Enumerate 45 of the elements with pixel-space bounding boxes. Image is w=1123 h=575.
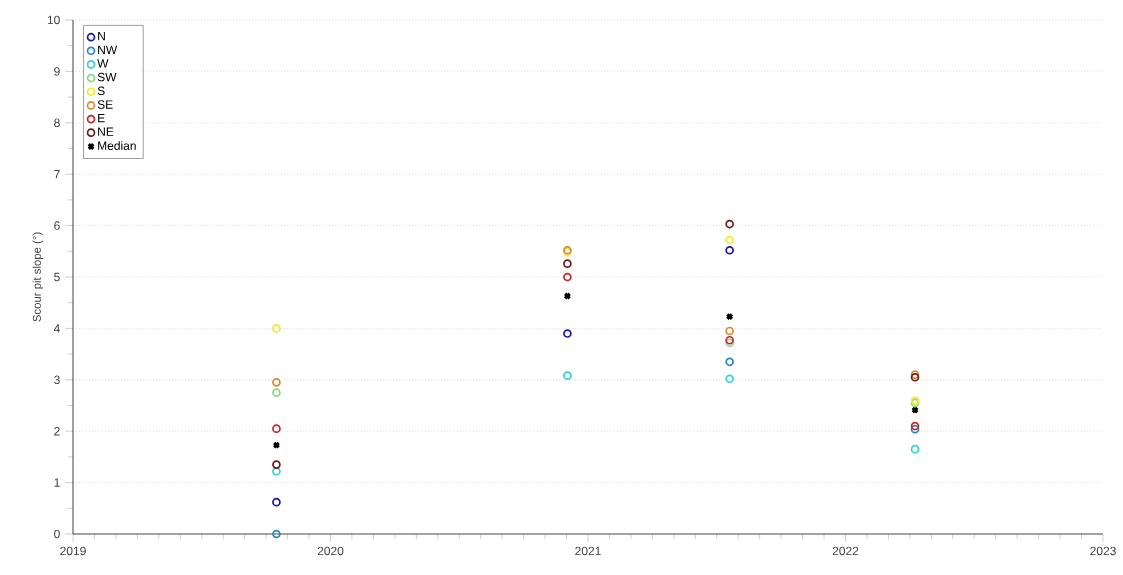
point xyxy=(272,388,281,397)
y-tick-label: 4 xyxy=(53,324,60,333)
legend-label: Median xyxy=(98,141,136,150)
y-axis-title: Scour pit slope (°) xyxy=(32,232,44,322)
y-tick-label: 9 xyxy=(54,67,60,76)
x-tick-label: 2020 xyxy=(317,546,344,556)
legend-label: NW xyxy=(98,45,118,54)
point xyxy=(272,378,281,387)
point xyxy=(725,245,734,255)
legend-label: NE xyxy=(98,127,114,136)
point xyxy=(272,466,281,476)
y-tick-label: 6 xyxy=(54,221,60,230)
point xyxy=(725,357,734,367)
point xyxy=(272,529,281,539)
y-tick-label: 2 xyxy=(54,427,60,436)
y-tick-label: 8 xyxy=(54,118,60,128)
y-tick-label: 3 xyxy=(54,375,60,385)
x-tick-label: 2019 xyxy=(60,546,86,556)
y-tick-label: 0 xyxy=(54,529,60,539)
y-tick-label: 10 xyxy=(47,15,60,25)
point xyxy=(272,497,281,507)
legend-label: W xyxy=(97,59,109,68)
point xyxy=(563,371,572,381)
point xyxy=(563,329,572,338)
y-tick-label: 1 xyxy=(54,478,60,487)
legend-label: N xyxy=(98,32,105,41)
legend-label: E xyxy=(98,113,105,123)
x-tick-label: 2023 xyxy=(1090,546,1116,556)
point xyxy=(563,259,572,268)
point xyxy=(563,272,572,282)
y-tick-label: 7 xyxy=(54,170,60,179)
legend-label: SE xyxy=(97,100,113,109)
point xyxy=(725,374,734,384)
point xyxy=(272,460,281,469)
point xyxy=(272,324,281,333)
legend-label: SW xyxy=(97,72,117,82)
y-tick-label: 5 xyxy=(54,272,60,282)
point xyxy=(725,326,734,336)
point xyxy=(725,235,734,245)
point xyxy=(272,424,281,433)
x-tick-label: 2021 xyxy=(575,546,601,556)
x-tick-label: 2022 xyxy=(832,546,859,556)
point xyxy=(725,219,734,229)
legend-label: S xyxy=(97,86,105,96)
point xyxy=(910,444,920,454)
